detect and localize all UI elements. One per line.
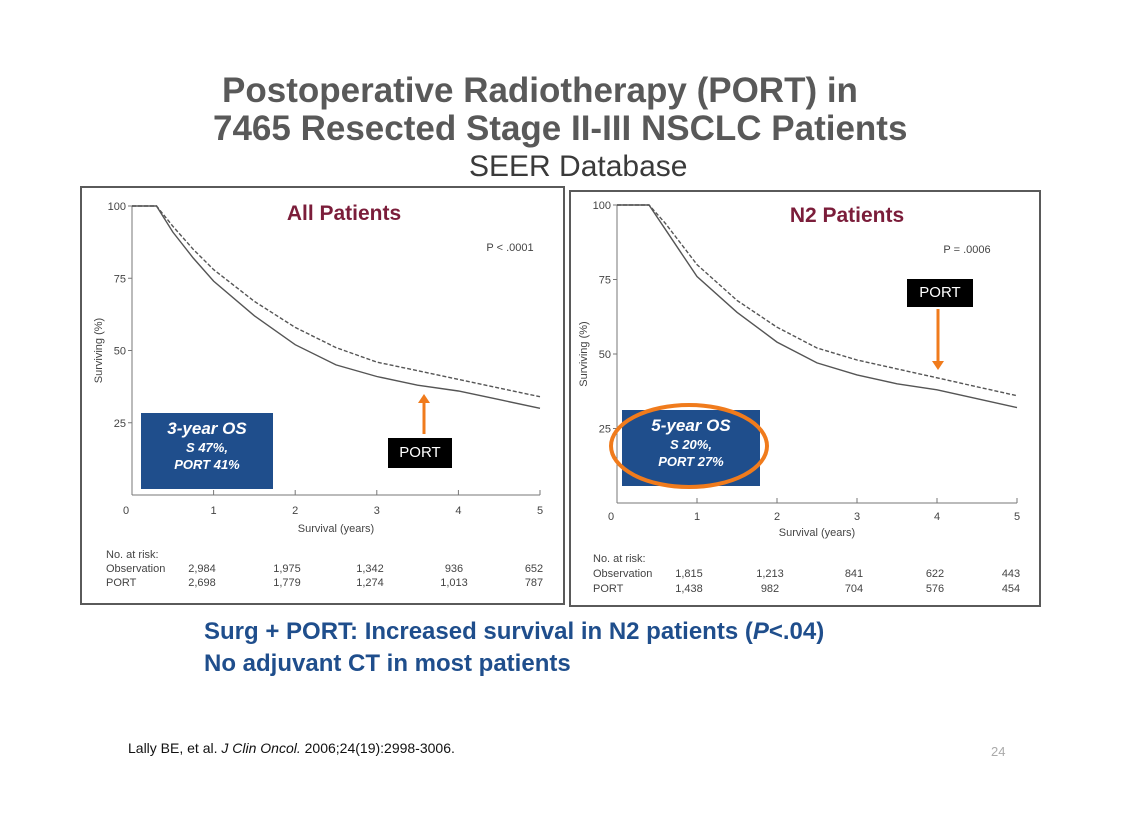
risk-value: 936 — [445, 563, 463, 575]
risk-table-title: No. at risk: — [593, 553, 646, 565]
x-tick-label: 5 — [1014, 511, 1020, 523]
chart-svg-n2-patients: 0 1 2 3 4 5 25 50 75 100 Survival (years) Surviving… — [578, 200, 1020, 595]
port-label-box: PORT — [907, 279, 973, 307]
x-tick-label: 0 — [608, 511, 614, 523]
risk-value: 1,779 — [273, 577, 301, 589]
chart-title: All Patients — [287, 202, 401, 225]
finding-line-1: Surg + PORT: Increased survival in N2 pa… — [204, 618, 824, 646]
y-axis-label: Surviving (%) — [93, 318, 105, 383]
x-tick-label: 4 — [934, 511, 940, 523]
p-value-label: P = .0006 — [943, 244, 990, 256]
page-number: 24 — [991, 744, 1006, 759]
risk-value: 576 — [926, 583, 944, 595]
x-tick-label: 2 — [774, 511, 780, 523]
risk-value: 787 — [525, 577, 543, 589]
risk-value: 1,438 — [675, 583, 703, 595]
slide-title-line1-text: Postoperative Radiotherapy (PORT) in — [222, 71, 858, 110]
citation-authors: Lally BE, et al. — [128, 740, 222, 756]
risk-value: 443 — [1002, 568, 1020, 580]
citation-journal: J Clin Oncol. — [221, 740, 301, 756]
risk-value: 982 — [761, 583, 779, 595]
x-tick-label: 1 — [211, 505, 217, 517]
y-tick-label: 75 — [599, 275, 611, 287]
series-line-dashed — [132, 205, 541, 398]
os-summary-heading: 3-year OS — [167, 419, 247, 438]
risk-value: 1,342 — [356, 563, 384, 575]
x-axis-label: Survival (years) — [298, 523, 374, 535]
risk-value: 1,274 — [356, 577, 384, 589]
os-summary-port: PORT 41% — [174, 457, 240, 472]
citation: Lally BE, et al. J Clin Oncol. 2006;24(1… — [128, 740, 455, 756]
y-tick-label: 50 — [599, 349, 611, 361]
slide-title-line2-text: 7465 Resected Stage II-III NSCLC Patient… — [213, 109, 908, 148]
finding-line-1-post: <.04) — [768, 618, 825, 645]
series-line-dashed — [617, 204, 1018, 397]
risk-value: 1,013 — [440, 577, 468, 589]
risk-row-label: PORT — [106, 577, 137, 589]
series-line-solid — [617, 204, 1018, 409]
risk-value: 2,698 — [188, 577, 216, 589]
finding-line-2: No adjuvant CT in most patients — [204, 650, 571, 677]
os-summary-heading: 5-year OS — [651, 416, 731, 435]
risk-row-label: Observation — [106, 563, 165, 575]
series-line-solid — [132, 205, 541, 409]
risk-value: 2,984 — [188, 563, 216, 575]
risk-row-label: PORT — [593, 583, 624, 595]
x-tick-label: 0 — [123, 505, 129, 517]
os-summary-port: PORT 27% — [658, 454, 724, 469]
risk-value: 454 — [1002, 583, 1020, 595]
risk-value: 1,815 — [675, 568, 703, 580]
risk-value: 841 — [845, 568, 863, 580]
risk-value: 652 — [525, 563, 543, 575]
chart-title: N2 Patients — [790, 204, 904, 227]
port-label-box: PORT — [388, 438, 452, 468]
x-tick-label: 3 — [374, 505, 380, 517]
y-tick-label: 100 — [593, 200, 611, 212]
slide-subtitle-text: SEER Database — [469, 150, 688, 183]
port-arrow-head — [418, 394, 430, 403]
risk-value: 1,975 — [273, 563, 301, 575]
chart-panel-n2-patients: 0 1 2 3 4 5 25 50 75 100 Survival (years) Surviving… — [569, 190, 1041, 607]
risk-value: 1,213 — [756, 568, 784, 580]
y-tick-label: 75 — [114, 273, 126, 285]
y-axis-label: Surviving (%) — [578, 321, 590, 386]
finding-line-1-p: P — [752, 618, 769, 645]
os-summary-box: 5-year OS S 20%, PORT 27% — [622, 410, 760, 486]
port-arrow-head — [932, 361, 944, 370]
finding-line-1-pre: Surg + PORT: Increased survival in N2 pa… — [204, 618, 753, 645]
chart-panel-all-patients: 0 1 2 3 4 5 25 50 75 100 Survival (years) Surviving… — [80, 186, 565, 605]
y-tick-label: 25 — [114, 418, 126, 430]
y-tick-label: 50 — [114, 346, 126, 358]
x-tick-label: 3 — [854, 511, 860, 523]
x-tick-label: 4 — [455, 505, 461, 517]
os-summary-box: 3-year OS S 47%, PORT 41% — [141, 413, 273, 489]
y-tick-label: 100 — [108, 201, 126, 213]
x-tick-label: 5 — [537, 505, 543, 517]
risk-table-title: No. at risk: — [106, 549, 159, 561]
os-summary-surgery: S 47%, — [186, 440, 228, 455]
x-tick-label: 1 — [694, 511, 700, 523]
risk-row-label: Observation — [593, 568, 652, 580]
risk-value: 704 — [845, 583, 863, 595]
y-tick-label: 25 — [599, 424, 611, 436]
risk-value: 622 — [926, 568, 944, 580]
x-tick-label: 2 — [292, 505, 298, 517]
chart-svg-all-patients: 0 1 2 3 4 5 25 50 75 100 Survival (years) Surviving… — [93, 201, 543, 589]
citation-rest: 2006;24(19):2998-3006. — [300, 740, 455, 756]
x-axis-label: Survival (years) — [779, 527, 855, 539]
p-value-label: P < .0001 — [486, 242, 533, 254]
os-summary-surgery: S 20%, — [670, 437, 712, 452]
